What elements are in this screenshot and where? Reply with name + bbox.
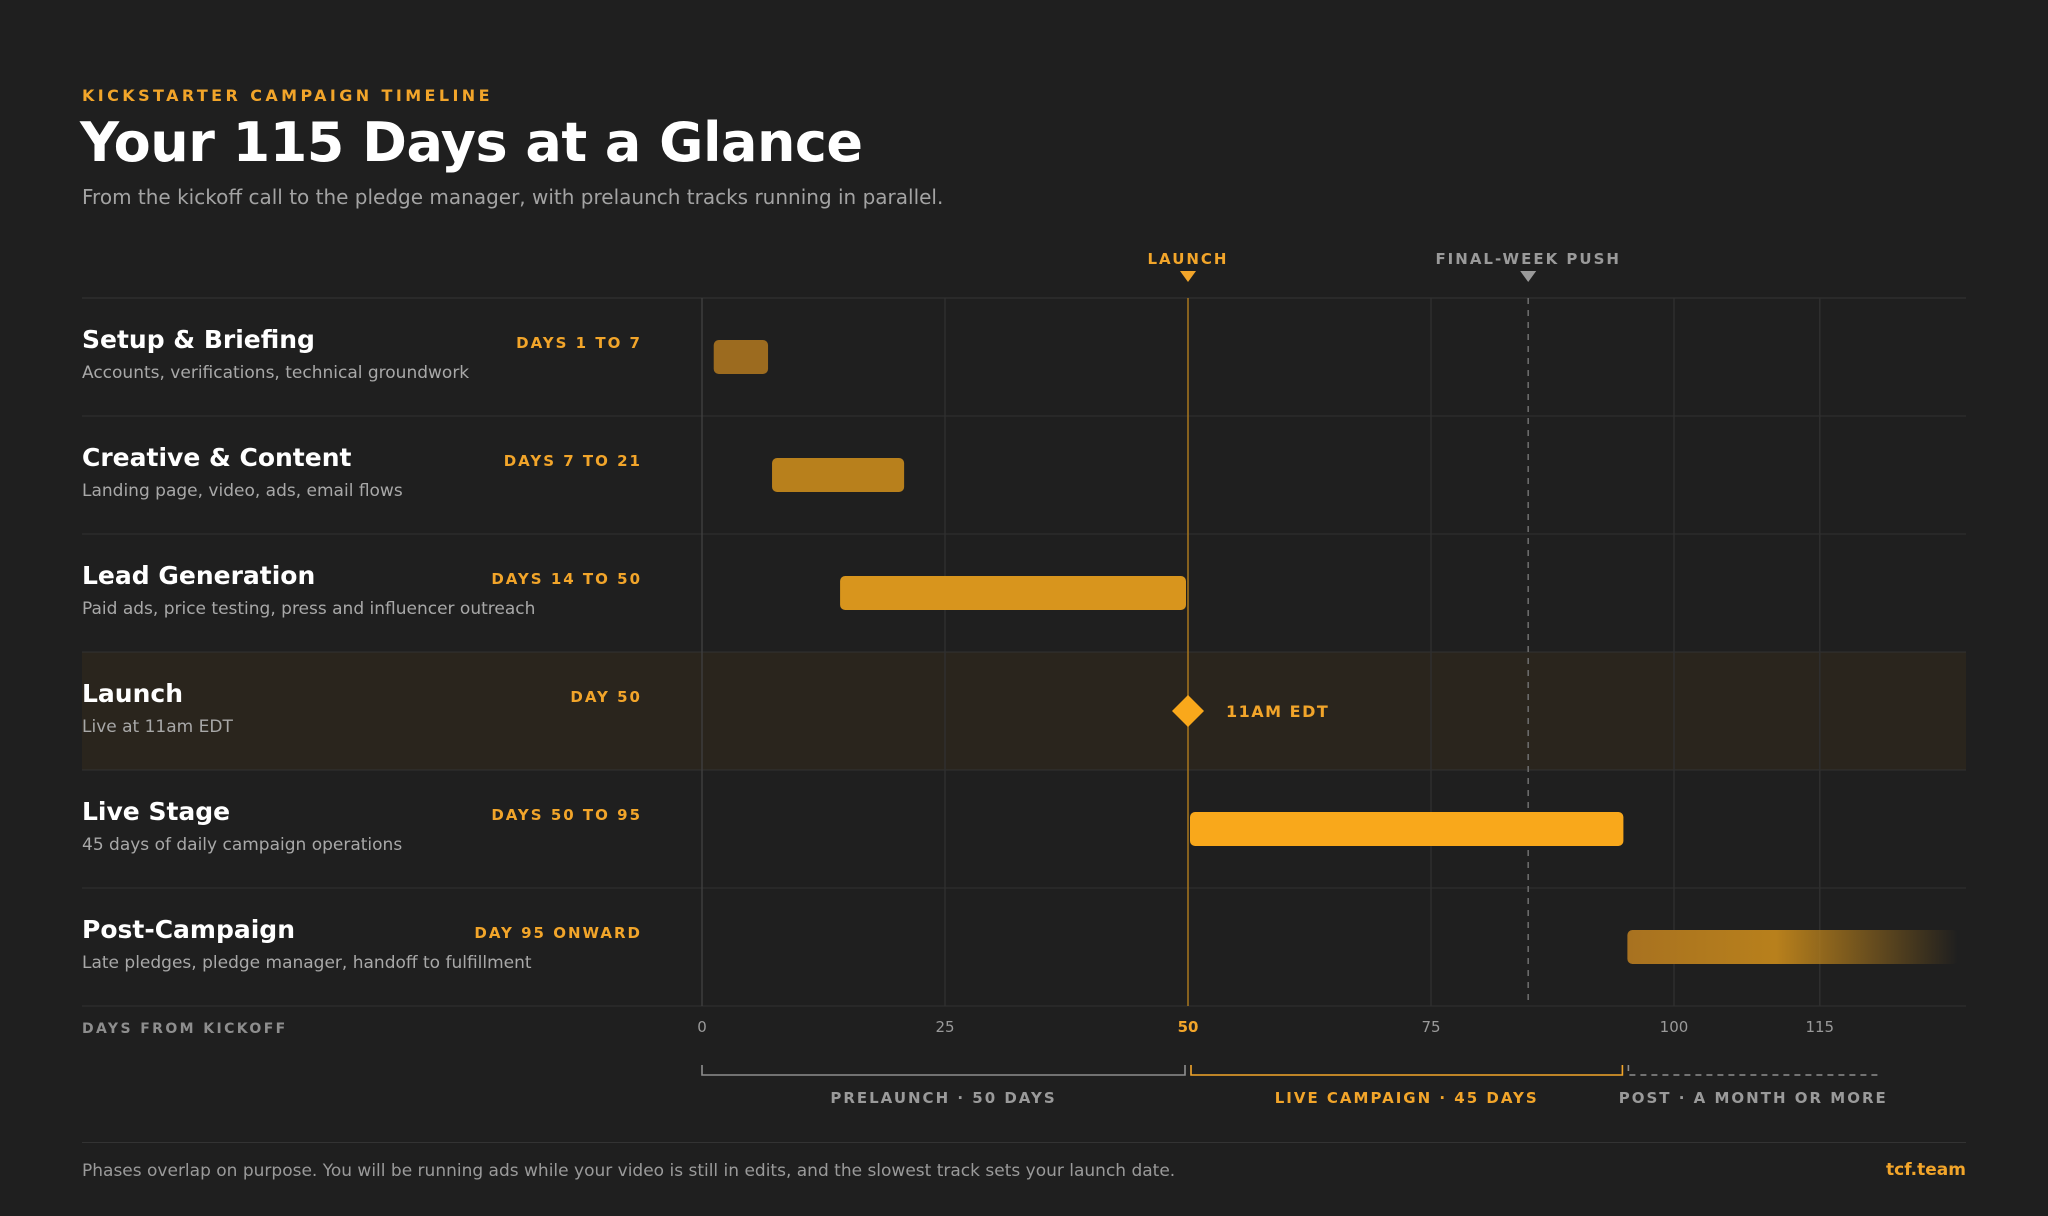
row-highlight-bg — [82, 652, 1966, 770]
row-name: Setup & Briefing — [82, 325, 315, 354]
phase-label: LIVE CAMPAIGN · 45 DAYS — [1275, 1089, 1539, 1107]
row-name: Post-Campaign — [82, 915, 296, 944]
milestone-diamond — [1172, 695, 1204, 727]
x-tick-label: 25 — [935, 1018, 954, 1036]
marker-arrow — [1520, 271, 1537, 282]
phase-label: POST · A MONTH OR MORE — [1619, 1089, 1888, 1107]
gantt-bar — [772, 458, 905, 492]
row-label: Creative & Content DAYS 7 TO 21 Landing pa… — [82, 416, 642, 534]
row-range: DAYS 50 TO 95 — [491, 806, 642, 824]
row-label: Lead Generation DAYS 14 TO 50 Paid ads, pr… — [82, 534, 642, 652]
row-label: Live Stage DAYS 50 TO 95 45 days of daily … — [82, 770, 642, 888]
gantt-bar — [1190, 812, 1624, 846]
row-name: Lead Generation — [82, 561, 316, 590]
row-range: DAY 95 ONWARD — [474, 924, 642, 942]
row-label: Launch DAY 50 Live at 11am EDT — [82, 652, 642, 770]
gantt-bar — [1627, 930, 1958, 964]
row-description: Live at 11am EDT — [82, 717, 233, 737]
x-tick-label: 115 — [1805, 1018, 1834, 1036]
marker-label: FINAL-WEEK PUSH — [1435, 250, 1621, 268]
brand-link[interactable]: tcf.team — [1886, 1160, 1966, 1180]
phase-bracket — [1627, 1065, 1879, 1076]
row-range: DAY 50 — [570, 688, 642, 706]
row-description: Accounts, verifications, technical groun… — [82, 363, 470, 383]
row-description: Paid ads, price testing, press and influ… — [82, 599, 536, 619]
phase-label: PRELAUNCH · 50 DAYS — [830, 1089, 1056, 1107]
row-label: Post-Campaign DAY 95 ONWARD Late pledges, … — [82, 888, 642, 1006]
row-description: 45 days of daily campaign operations — [82, 835, 403, 855]
footer-divider — [82, 1142, 1966, 1143]
x-tick-label: 0 — [697, 1018, 707, 1036]
row-description: Landing page, video, ads, email flows — [82, 481, 403, 501]
row-label: Setup & Briefing DAYS 1 TO 7 Accounts, ver… — [82, 298, 642, 416]
row-name: Launch — [82, 679, 184, 708]
page-title: Your 115 Days at a Glance — [80, 111, 863, 174]
marker-arrow — [1180, 271, 1196, 282]
row-range: DAYS 14 TO 50 — [491, 570, 642, 588]
row-range: DAYS 7 TO 21 — [503, 452, 642, 470]
x-axis-title: DAYS FROM KICKOFF — [82, 1021, 288, 1037]
row-description: Late pledges, pledge manager, handoff to… — [82, 953, 532, 973]
phase-bracket — [1190, 1065, 1624, 1076]
x-tick-label: 100 — [1660, 1018, 1689, 1036]
x-tick-label: 75 — [1421, 1018, 1440, 1036]
milestone-label: 11AM EDT — [1226, 702, 1329, 721]
marker-label: LAUNCH — [1147, 250, 1228, 268]
row-name: Live Stage — [82, 797, 231, 826]
page-subtitle: From the kickoff call to the pledge mana… — [82, 185, 944, 209]
page-eyebrow: KICKSTARTER CAMPAIGN TIMELINE — [82, 86, 493, 105]
x-tick-label: 50 — [1178, 1018, 1199, 1036]
row-name: Creative & Content — [82, 443, 352, 472]
gantt-bar — [713, 340, 769, 374]
phase-bracket — [701, 1065, 1186, 1076]
row-range: DAYS 1 TO 7 — [516, 334, 642, 352]
footer-note: Phases overlap on purpose. You will be r… — [82, 1161, 1176, 1181]
gantt-bar — [840, 576, 1186, 610]
